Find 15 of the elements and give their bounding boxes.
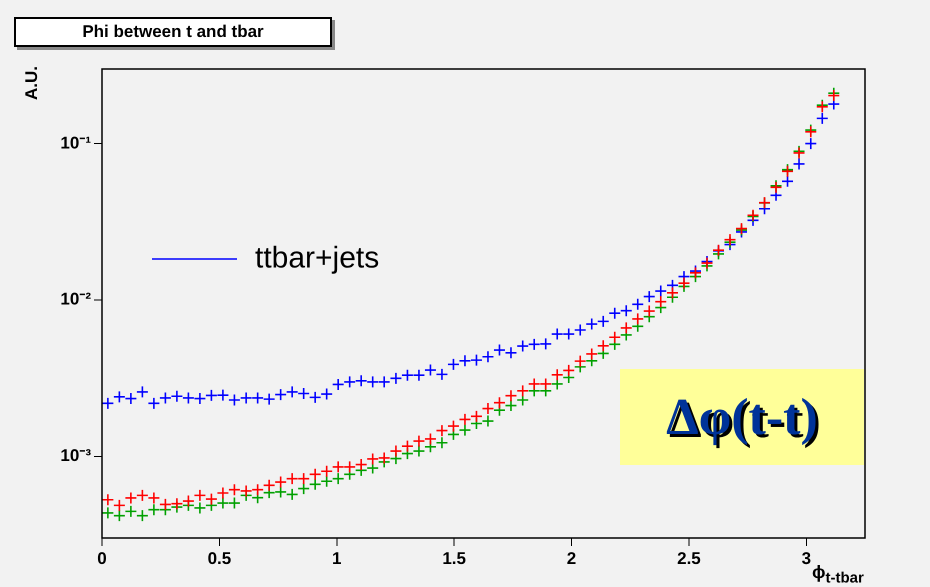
x-axis-title: ϕ$_{t-tbar}$: [812, 562, 864, 587]
x-tick-label: 2.5: [677, 548, 701, 568]
x-tick-label: 0.5: [208, 548, 232, 568]
y-axis-title: A.U.: [22, 66, 42, 100]
x-tick-label: 3: [802, 548, 812, 568]
y-tick-label: 10⁻¹: [60, 133, 92, 152]
x-tick-label: 2: [566, 548, 576, 568]
annotation: Δφ(t-t): [620, 369, 864, 465]
x-tick-label: 0: [97, 548, 107, 568]
y-tick-label: 10⁻³: [60, 446, 92, 465]
legend-label: ttbar+jets: [255, 241, 380, 274]
y-tick-label: 10⁻²: [60, 290, 92, 309]
chart-title: Phi between t and tbar: [14, 17, 332, 47]
x-tick-label: 1: [332, 548, 342, 568]
x-tick-label: 1.5: [442, 548, 466, 568]
